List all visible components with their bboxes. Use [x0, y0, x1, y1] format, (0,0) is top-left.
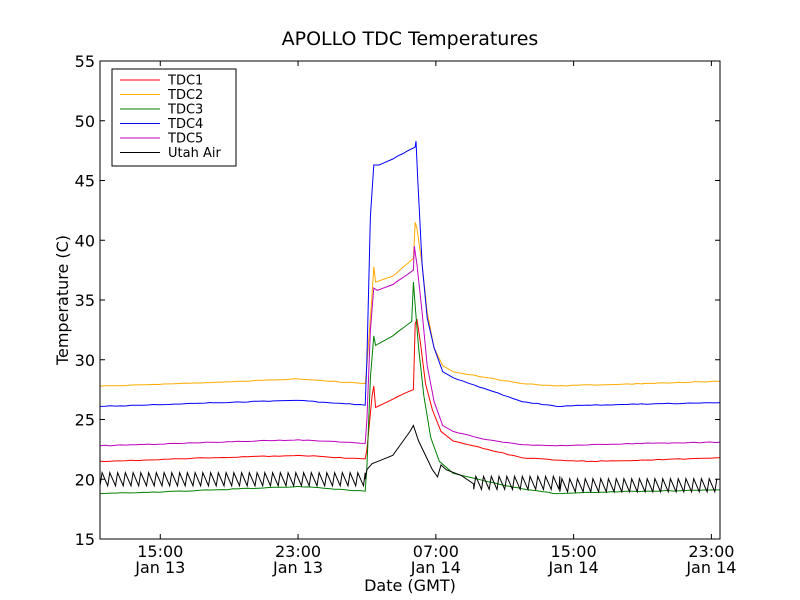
x-tick-label-date: Jan 13: [134, 558, 185, 577]
legend-label: TDC4: [167, 117, 203, 132]
x-tick-label-date: Jan 14: [685, 558, 736, 577]
x-tick-label-date: Jan 13: [272, 558, 323, 577]
x-axis-title: Date (GMT): [364, 576, 456, 595]
y-axis-title: Temperature (C): [53, 235, 72, 366]
y-tick-label: 20: [75, 470, 95, 489]
legend-label: Utah Air: [168, 146, 221, 161]
y-tick-label: 50: [75, 112, 95, 131]
legend-label: TDC3: [167, 103, 203, 118]
legend-label: TDC5: [167, 132, 203, 147]
y-tick-label: 30: [75, 351, 95, 370]
y-tick-label: 45: [75, 172, 95, 191]
x-tick-label-date: Jan 14: [548, 558, 599, 577]
temperature-chart: 15202530354045505515:00Jan 1323:00Jan 13…: [0, 0, 800, 600]
y-tick-label: 40: [75, 231, 95, 250]
chart-title: APOLLO TDC Temperatures: [282, 28, 539, 50]
y-tick-label: 35: [75, 291, 95, 310]
legend-label: TDC2: [167, 88, 203, 103]
legend-label: TDC1: [167, 74, 203, 89]
legend: TDC1TDC2TDC3TDC4TDC5Utah Air: [112, 69, 236, 166]
y-tick-label: 25: [75, 411, 95, 430]
y-tick-label: 15: [75, 530, 95, 549]
x-tick-label-date: Jan 14: [410, 558, 461, 577]
y-tick-label: 55: [75, 52, 95, 71]
